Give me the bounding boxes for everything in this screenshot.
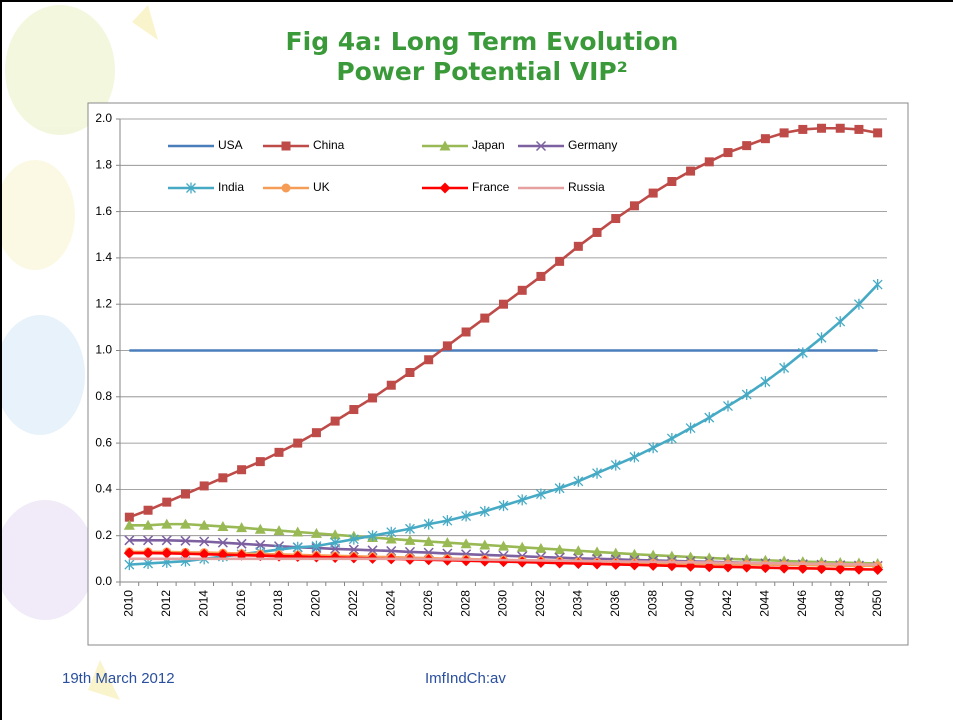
x-tick-label: 2014 (196, 590, 210, 617)
x-tick-label: 2050 (870, 590, 884, 617)
y-tick-label: 0.6 (95, 435, 112, 449)
footer-date: 19th March 2012 (62, 670, 175, 687)
legend-label: France (472, 180, 510, 194)
marker (836, 124, 845, 133)
x-tick-label: 2012 (159, 590, 173, 617)
x-tick-label: 2048 (832, 590, 846, 617)
marker (593, 228, 602, 237)
marker (349, 405, 358, 414)
marker (667, 177, 676, 186)
marker (424, 355, 433, 364)
marker (854, 125, 863, 134)
marker (282, 142, 291, 151)
marker (649, 189, 658, 198)
marker (611, 214, 620, 223)
y-tick-label: 0.4 (95, 482, 112, 496)
marker (555, 257, 564, 266)
marker (256, 457, 265, 466)
marker (200, 481, 209, 490)
x-tick-label: 2010 (122, 590, 136, 617)
marker (536, 272, 545, 281)
y-tick-label: 1.2 (95, 296, 112, 310)
y-tick-label: 2.0 (95, 111, 112, 125)
slide: Fig 4a: Long Term Evolution Power Potent… (0, 0, 953, 720)
marker (162, 498, 171, 507)
marker (817, 124, 826, 133)
y-tick-label: 1.6 (95, 204, 112, 218)
legend-label: China (313, 138, 345, 152)
marker (331, 417, 340, 426)
marker (705, 157, 714, 166)
marker (443, 341, 452, 350)
x-tick-label: 2030 (496, 590, 510, 617)
marker (742, 141, 751, 150)
marker (798, 125, 807, 134)
x-tick-label: 2022 (346, 590, 360, 617)
marker (686, 167, 695, 176)
marker (312, 428, 321, 437)
x-tick-label: 2032 (533, 590, 547, 617)
marker (282, 184, 291, 193)
marker (630, 201, 639, 210)
marker (761, 134, 770, 143)
legend-label: Germany (568, 138, 617, 152)
marker (873, 128, 882, 137)
legend-label: Japan (472, 138, 505, 152)
marker (275, 448, 284, 457)
x-tick-label: 2034 (571, 590, 585, 617)
marker (144, 506, 153, 515)
legend-label: India (218, 180, 244, 194)
x-tick-label: 2028 (458, 590, 472, 617)
x-tick-label: 2042 (720, 590, 734, 617)
marker (368, 393, 377, 402)
y-tick-label: 1.4 (95, 250, 112, 264)
x-tick-label: 2018 (271, 590, 285, 617)
x-tick-label: 2036 (608, 590, 622, 617)
marker (293, 439, 302, 448)
y-tick-label: 0.2 (95, 528, 112, 542)
marker (499, 300, 508, 309)
legend-label: USA (218, 138, 243, 152)
marker (181, 490, 190, 499)
x-tick-label: 2020 (309, 590, 323, 617)
x-tick-label: 2038 (645, 590, 659, 617)
x-tick-label: 2026 (421, 590, 435, 617)
footer-ref: ImfIndCh:av (425, 670, 506, 687)
y-tick-label: 1.8 (95, 157, 112, 171)
marker (574, 242, 583, 251)
x-tick-label: 2044 (758, 590, 772, 617)
marker (218, 473, 227, 482)
chart-title: Power Potential VIP² (336, 57, 627, 86)
marker (462, 327, 471, 336)
marker (480, 314, 489, 323)
marker (723, 148, 732, 157)
legend-label: UK (313, 180, 330, 194)
marker (405, 368, 414, 377)
page: Fig 4a: Long Term Evolution Power Potent… (0, 0, 953, 720)
x-tick-label: 2046 (795, 590, 809, 617)
y-tick-label: 1.0 (95, 343, 112, 357)
chart-title: Fig 4a: Long Term Evolution (286, 27, 679, 56)
y-tick-label: 0.0 (95, 574, 112, 588)
x-tick-label: 2016 (234, 590, 248, 617)
legend-label: Russia (568, 180, 605, 194)
marker (780, 128, 789, 137)
marker (518, 286, 527, 295)
marker (237, 465, 246, 474)
x-tick-label: 2040 (683, 590, 697, 617)
marker (387, 381, 396, 390)
y-tick-label: 0.8 (95, 389, 112, 403)
x-tick-label: 2024 (383, 590, 397, 617)
